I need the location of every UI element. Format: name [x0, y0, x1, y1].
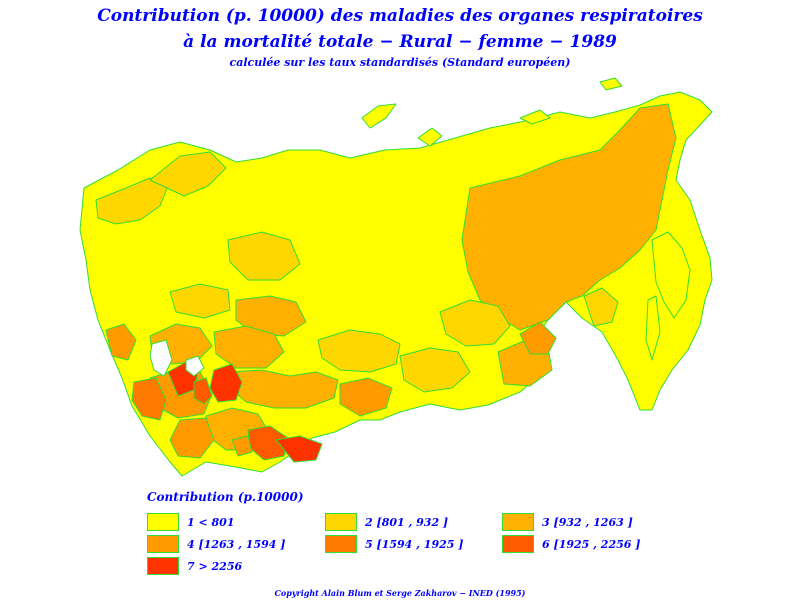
region-dark-2 [209, 363, 243, 403]
region-dark-3 [193, 377, 213, 405]
legend-item-5: 5 [1594 , 1925 ] [325, 535, 463, 553]
region-south-small [231, 435, 253, 457]
legend-swatch-5 [325, 535, 357, 553]
legend-item-1: 1 < 801 [147, 513, 235, 531]
region-irkutsk [439, 299, 511, 347]
legend-label-7: 7 > 2256 [187, 559, 243, 573]
region-uzbek [169, 417, 215, 459]
legend-label-1: 1 < 801 [187, 515, 235, 529]
legend-swatch-3 [502, 513, 534, 531]
legend-label-4: 4 [1263 , 1594 ] [187, 537, 286, 551]
map-title-line2: à la mortalité totale − Rural − femme − … [183, 32, 617, 52]
island-novaya-zemlya [361, 103, 397, 129]
legend-swatch-2 [325, 513, 357, 531]
region-northwest [95, 177, 169, 225]
copyright-notice: Copyright Alain Blum et Serge Zakharov −… [274, 588, 526, 598]
island-novosibirsk [519, 109, 551, 125]
region-turkmen [131, 377, 167, 421]
region-amur [519, 321, 557, 355]
region-caucass [105, 323, 137, 361]
legend-swatch-7 [147, 557, 179, 575]
region-kyrgyz [275, 435, 323, 463]
region-karelia [149, 151, 227, 197]
legend-label-5: 5 [1594 , 1925 ] [365, 537, 464, 551]
legend-item-7: 7 > 2256 [147, 557, 242, 575]
region-kazakh-north [229, 369, 339, 409]
region-volga-north [169, 283, 231, 319]
legend-swatch-6 [502, 535, 534, 553]
legend-label-2: 2 [801 , 932 ] [365, 515, 449, 529]
legend-label-3: 3 [932 , 1263 ] [542, 515, 633, 529]
island-arctic-east [599, 77, 623, 91]
map-title-line1: Contribution (p. 10000) des maladies des… [97, 6, 703, 26]
aral-sea [185, 355, 205, 377]
caspian-sea [149, 339, 173, 377]
legend-swatch-4 [147, 535, 179, 553]
region-altai [399, 347, 471, 393]
map-subtitle: calculée sur les taux standardisés (Stan… [229, 56, 571, 69]
region-west-siberia-south [317, 329, 401, 373]
region-komi [227, 231, 301, 281]
legend-label-6: 6 [1925 , 2256 ] [542, 537, 641, 551]
legend-title: Contribution (p.10000) [147, 490, 304, 504]
region-orenburg [213, 325, 285, 369]
legend-swatch-1 [147, 513, 179, 531]
legend-item-3: 3 [932 , 1263 ] [502, 513, 633, 531]
island-severnaya [417, 127, 443, 147]
region-kazakh-east [339, 377, 393, 417]
legend-item-2: 2 [801 , 932 ] [325, 513, 448, 531]
region-khabarovsk [583, 287, 619, 327]
region-urals [235, 295, 307, 337]
legend-item-4: 4 [1263 , 1594 ] [147, 535, 285, 553]
legend-item-6: 6 [1925 , 2256 ] [502, 535, 640, 553]
island-sakhalin [645, 295, 661, 361]
territory-kamchatka [651, 231, 691, 319]
